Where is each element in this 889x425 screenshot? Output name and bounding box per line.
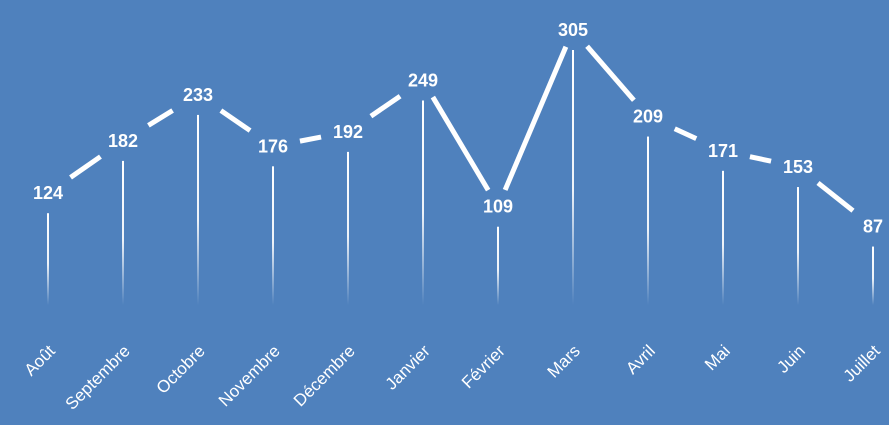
drop-line-3 [272, 166, 274, 305]
line-segment-10 [816, 180, 855, 213]
drop-lines [47, 50, 874, 305]
data-label-3: 176 [258, 136, 288, 156]
line-segment-8 [673, 126, 698, 141]
drop-line-7 [572, 50, 574, 305]
x-axis-tick-labels: Août Septembre Octobre Novembre Décembre Janv… [21, 341, 884, 413]
series-line [69, 44, 855, 213]
data-label-1: 182 [108, 131, 138, 151]
data-label-10: 153 [783, 157, 813, 177]
line-segment-6 [502, 45, 569, 191]
data-label-9: 171 [708, 141, 738, 161]
drop-line-8 [647, 136, 649, 305]
data-label-4: 192 [333, 122, 363, 142]
x-tick-label-1: Septembre [62, 341, 134, 413]
drop-line-1 [122, 160, 124, 305]
x-tick-label-5: Janvier [382, 341, 434, 393]
data-labels: 124 182 233 176 192 249 109 305 209 171 153 87 [33, 20, 883, 237]
data-label-0: 124 [33, 183, 63, 203]
drop-line-11 [872, 246, 874, 305]
x-tick-label-7: Mars [544, 341, 584, 381]
line-segment-9 [749, 154, 772, 164]
data-label-6: 109 [483, 197, 513, 217]
line-segment-3 [299, 134, 322, 144]
line-segment-5 [430, 95, 491, 192]
line-segment-1 [147, 108, 174, 128]
x-tick-label-3: Novembre [215, 341, 284, 410]
drop-line-10 [797, 187, 799, 305]
x-tick-label-0: Août [21, 341, 59, 379]
drop-line-9 [722, 170, 724, 305]
drop-line-6 [497, 226, 499, 305]
drop-line-2 [197, 114, 199, 305]
data-label-8: 209 [633, 107, 663, 127]
x-tick-label-2: Octobre [153, 341, 209, 397]
data-label-7: 305 [558, 20, 588, 40]
x-tick-label-6: Février [458, 341, 509, 392]
x-tick-label-9: Mai [701, 341, 734, 374]
drop-line-5 [422, 100, 424, 305]
line-segment-7 [585, 44, 636, 102]
x-tick-label-4: Décembre [290, 341, 359, 410]
data-label-2: 233 [183, 85, 213, 105]
data-label-5: 249 [408, 70, 438, 90]
line-segment-4 [369, 94, 402, 119]
data-label-11: 87 [863, 217, 883, 237]
line-segment-0 [69, 154, 102, 180]
x-tick-label-8: Avril [622, 341, 659, 378]
x-tick-label-10: Juin [773, 341, 808, 376]
x-tick-label-11: Juillet [840, 341, 884, 385]
drop-line-4 [347, 151, 349, 305]
line-segment-2 [219, 108, 252, 133]
drop-line-0 [47, 213, 49, 305]
